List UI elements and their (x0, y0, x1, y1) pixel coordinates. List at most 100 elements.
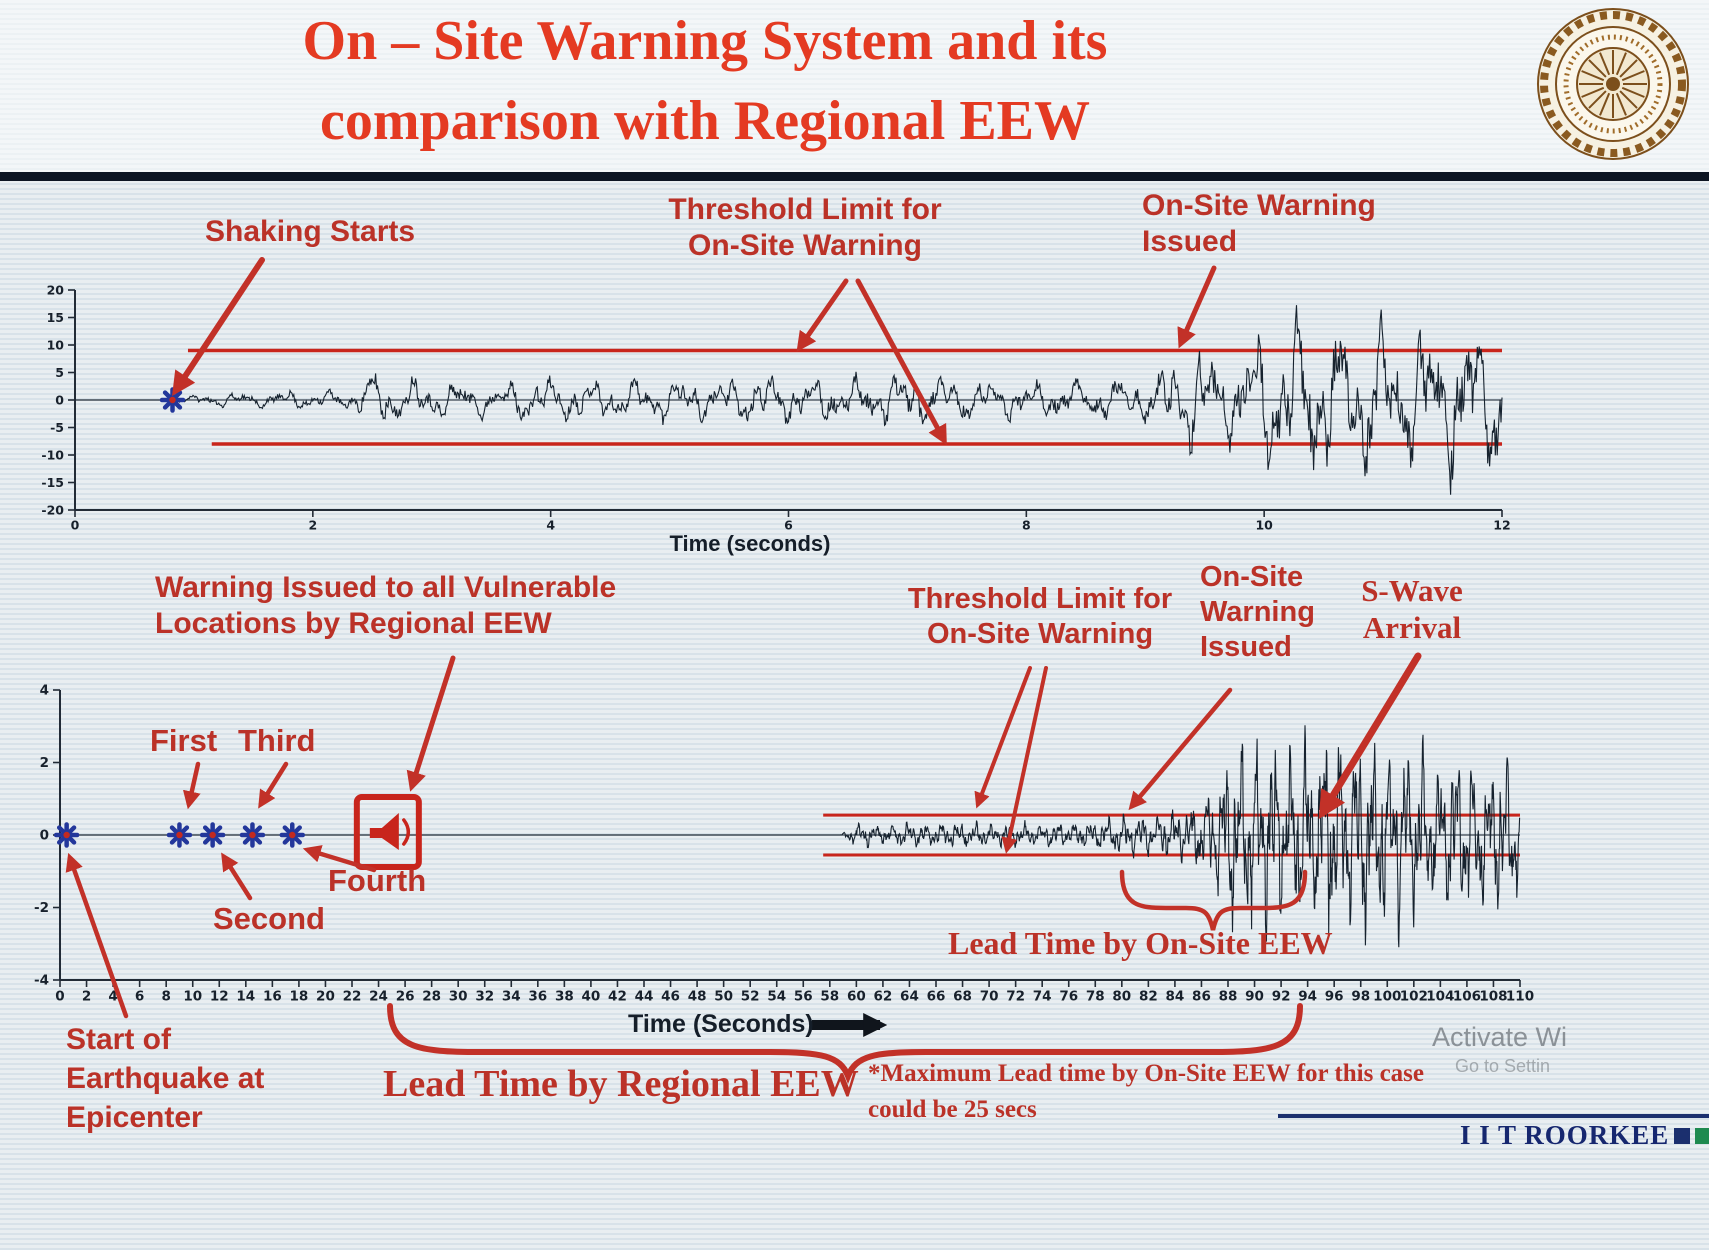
svg-text:34: 34 (502, 989, 521, 1005)
footer-square-green-icon (1695, 1127, 1709, 1144)
annotation-fourth: Fourth (328, 863, 427, 898)
svg-text:12: 12 (1493, 518, 1510, 533)
svg-text:6: 6 (784, 518, 793, 533)
svg-text:72: 72 (1006, 989, 1025, 1005)
svg-text:20: 20 (47, 282, 65, 297)
title-line-1: On – Site Warning System and its (302, 10, 1108, 72)
svg-text:106: 106 (1453, 989, 1481, 1005)
svg-text:8: 8 (161, 989, 170, 1005)
annotation-threshold-limit-top: Threshold Limit for On-Site Warning (668, 193, 942, 262)
svg-text:84: 84 (1166, 989, 1185, 1005)
svg-text:104: 104 (1426, 989, 1454, 1005)
svg-text:10: 10 (47, 337, 65, 352)
svg-text:88: 88 (1219, 989, 1238, 1005)
svg-text:80: 80 (1112, 989, 1131, 1005)
svg-text:90: 90 (1245, 989, 1264, 1005)
p-wave-detection-marker (159, 387, 186, 413)
svg-text:58: 58 (820, 989, 839, 1005)
svg-text:70: 70 (980, 989, 999, 1005)
annotation-onsite-warning-issued-top: On-Site Warning Issued (1142, 189, 1376, 258)
slide-header (0, 0, 1709, 172)
svg-text:86: 86 (1192, 989, 1211, 1005)
svg-text:10: 10 (1255, 518, 1273, 533)
svg-text:64: 64 (900, 989, 919, 1005)
p-wave-detection-marker (279, 822, 306, 848)
svg-text:2: 2 (308, 518, 317, 533)
svg-text:-20: -20 (41, 502, 64, 517)
svg-text:92: 92 (1272, 989, 1291, 1005)
svg-text:14: 14 (236, 989, 255, 1005)
svg-text:0: 0 (55, 392, 64, 407)
svg-text:-4: -4 (34, 973, 49, 989)
svg-text:76: 76 (1059, 989, 1078, 1005)
iit-roorkee-seal-icon (1537, 8, 1689, 160)
svg-text:48: 48 (688, 989, 707, 1005)
footer-logo-text: I I T ROORKEE (1460, 1120, 1670, 1150)
svg-text:-5: -5 (50, 420, 64, 435)
svg-text:94: 94 (1298, 989, 1317, 1005)
seal-hub (1606, 77, 1620, 91)
title-line-2: comparison with Regional EEW (319, 89, 1091, 152)
svg-text:12: 12 (210, 989, 229, 1005)
svg-text:18: 18 (290, 989, 309, 1005)
svg-text:26: 26 (396, 989, 415, 1005)
svg-text:40: 40 (582, 989, 601, 1005)
seal-text-ring (1563, 34, 1663, 134)
svg-text:46: 46 (661, 989, 680, 1005)
annotation-second: Second (213, 901, 325, 936)
svg-text:22: 22 (343, 989, 362, 1005)
svg-text:78: 78 (1086, 989, 1105, 1005)
max-lead-note-line2: could be 25 secs (868, 1096, 1037, 1124)
svg-text:-15: -15 (41, 475, 64, 490)
svg-text:-10: -10 (41, 447, 64, 462)
svg-text:68: 68 (953, 989, 972, 1005)
regional-eew-warning-icon (353, 794, 422, 870)
x-axis-label-bottom-chart: Time (Seconds) (628, 1010, 814, 1038)
svg-text:74: 74 (1033, 989, 1052, 1005)
max-lead-note-line1: *Maximum Lead time by On-Site EEW for th… (868, 1060, 1425, 1087)
svg-text:5: 5 (55, 365, 64, 380)
svg-text:0: 0 (40, 828, 49, 844)
svg-text:110: 110 (1506, 989, 1534, 1005)
annotation-first: First (150, 723, 218, 758)
svg-text:10: 10 (183, 989, 202, 1005)
svg-text:2: 2 (40, 755, 49, 771)
footer-rule (1278, 1114, 1709, 1118)
svg-text:36: 36 (528, 989, 547, 1005)
svg-text:52: 52 (741, 989, 760, 1005)
page-title: On – Site Warning System and its compari… (90, 2, 1320, 161)
svg-text:2: 2 (82, 989, 91, 1005)
windows-activate-watermark-line2: Go to Settin (1455, 1056, 1551, 1076)
p-wave-detection-marker (53, 822, 80, 848)
svg-text:24: 24 (369, 989, 388, 1005)
annotation-max-lead-note: *Maximum Lead time by On-Site EEW for th… (868, 1056, 1424, 1129)
svg-text:30: 30 (449, 989, 468, 1005)
svg-text:108: 108 (1479, 989, 1507, 1005)
svg-text:66: 66 (927, 989, 946, 1005)
svg-text:44: 44 (635, 989, 654, 1005)
windows-activate-watermark-line1: Activate Wi (1432, 1022, 1568, 1052)
annotation-shaking-starts: Shaking Starts (205, 215, 416, 248)
svg-text:38: 38 (555, 989, 574, 1005)
annotation-s-wave-arrival: S-Wave Arrival (1361, 573, 1463, 646)
annotation-start-of-earthquake: Start of Earthquake at Epicenter (66, 1023, 265, 1134)
p-wave-detection-marker (239, 822, 266, 848)
svg-text:62: 62 (874, 989, 893, 1005)
svg-text:100: 100 (1373, 989, 1401, 1005)
x-axis-label-top-chart: Time (seconds) (669, 531, 831, 556)
svg-text:15: 15 (47, 310, 64, 325)
annotation-lead-time-regional: Lead Time by Regional EEW (383, 1063, 859, 1105)
svg-text:82: 82 (1139, 989, 1158, 1005)
p-wave-detection-marker (199, 822, 226, 848)
svg-text:6: 6 (135, 989, 144, 1005)
svg-text:0: 0 (55, 989, 64, 1005)
svg-text:42: 42 (608, 989, 627, 1005)
seal-wheel-spokes (1579, 50, 1647, 118)
p-wave-detection-marker (166, 822, 193, 848)
annotation-threshold-limit-bottom: Threshold Limit for On-Site Warning (907, 583, 1173, 650)
footer-brand: I I T ROORKEE (1460, 1120, 1709, 1151)
svg-text:16: 16 (263, 989, 282, 1005)
svg-text:-2: -2 (34, 900, 49, 916)
svg-text:98: 98 (1351, 989, 1370, 1005)
